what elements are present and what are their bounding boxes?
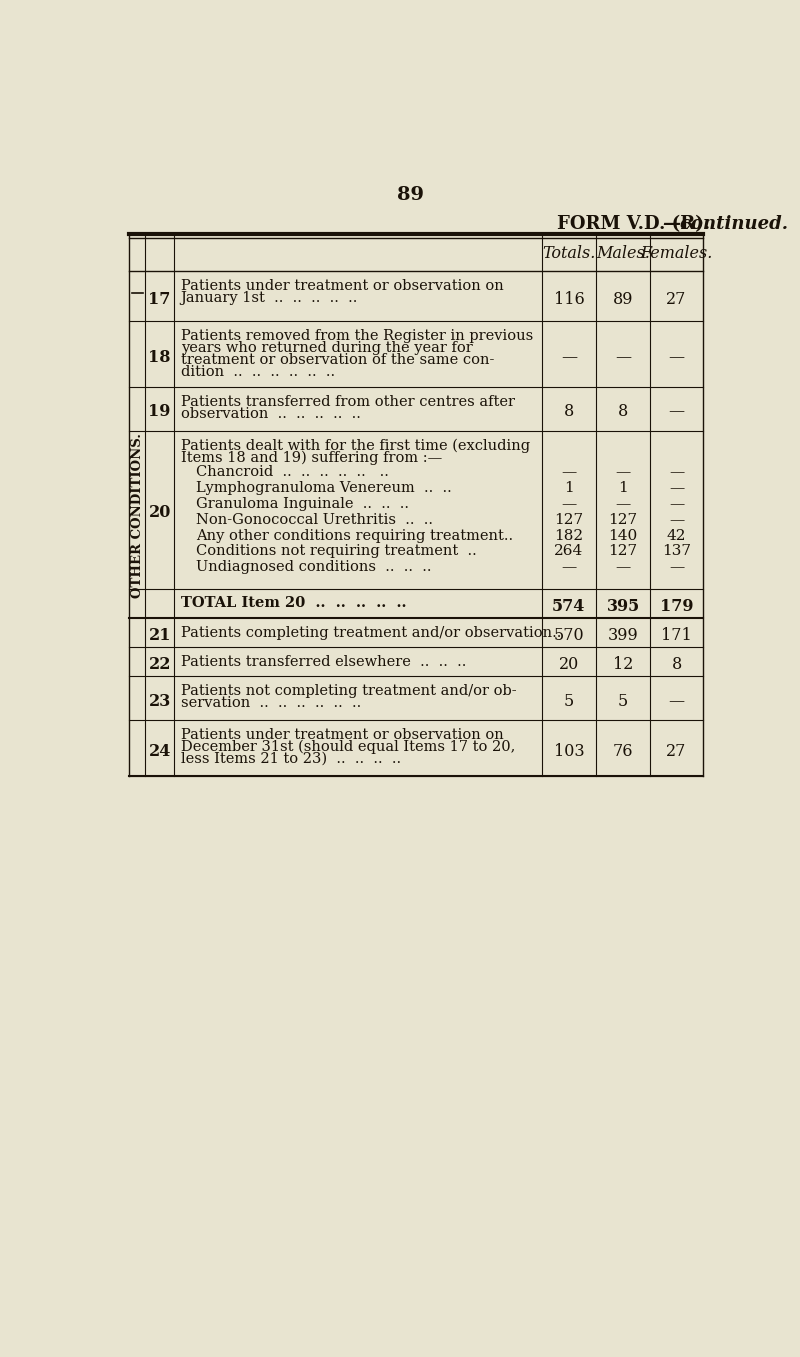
Text: 127: 127 (609, 544, 638, 558)
Text: 8: 8 (618, 403, 628, 421)
Text: —continued.: —continued. (662, 216, 788, 233)
Text: Patients transferred elsewhere  ..  ..  ..: Patients transferred elsewhere .. .. .. (181, 655, 466, 669)
Text: Patients dealt with for the first time (excluding: Patients dealt with for the first time (… (181, 438, 530, 453)
Text: 127: 127 (554, 513, 583, 527)
Text: servation  ..  ..  ..  ..  ..  ..: servation .. .. .. .. .. .. (181, 696, 361, 710)
Text: 89: 89 (397, 186, 423, 204)
Text: —: — (669, 497, 684, 512)
Text: —: — (669, 693, 685, 710)
Text: Non-Gonococcal Urethritis  ..  ..: Non-Gonococcal Urethritis .. .. (196, 513, 433, 527)
Text: 42: 42 (667, 529, 686, 543)
Text: —: — (669, 482, 684, 495)
Text: —: — (669, 349, 685, 366)
Text: Patients under treatment or observation on: Patients under treatment or observation … (181, 280, 503, 293)
Text: December 31st (should equal Items 17 to 20,: December 31st (should equal Items 17 to … (181, 740, 515, 754)
Text: 399: 399 (608, 627, 638, 645)
Text: 5: 5 (564, 693, 574, 710)
Text: 24: 24 (149, 742, 171, 760)
Text: January 1st  ..  ..  ..  ..  ..: January 1st .. .. .. .. .. (181, 290, 358, 305)
Text: 21: 21 (149, 627, 171, 645)
Text: —: — (615, 465, 630, 479)
Text: TOTAL Item 20  ..  ..  ..  ..  ..: TOTAL Item 20 .. .. .. .. .. (181, 596, 406, 611)
Text: dition  ..  ..  ..  ..  ..  ..: dition .. .. .. .. .. .. (181, 365, 334, 379)
Text: —: — (669, 560, 684, 574)
Text: 103: 103 (554, 742, 584, 760)
Text: Females.: Females. (641, 246, 713, 262)
Text: Patients not completing treatment and/or ob-: Patients not completing treatment and/or… (181, 684, 516, 697)
Text: 1: 1 (564, 482, 574, 495)
Text: 19: 19 (149, 403, 171, 421)
Text: —: — (562, 497, 577, 512)
Text: Patients completing treatment and/or observation..: Patients completing treatment and/or obs… (181, 626, 561, 639)
Text: Lymphogranuloma Venereum  ..  ..: Lymphogranuloma Venereum .. .. (196, 482, 452, 495)
Text: 20: 20 (149, 505, 171, 521)
Text: 20: 20 (558, 657, 579, 673)
Text: 23: 23 (149, 693, 171, 710)
Text: 140: 140 (609, 529, 638, 543)
Text: 137: 137 (662, 544, 691, 558)
Text: 116: 116 (554, 290, 584, 308)
Text: 76: 76 (613, 742, 634, 760)
Text: 171: 171 (662, 627, 692, 645)
Text: 27: 27 (666, 742, 686, 760)
Text: 18: 18 (149, 349, 171, 366)
Text: —: — (669, 403, 685, 421)
Text: Totals.: Totals. (542, 246, 595, 262)
Text: Chancroid  ..  ..  ..  ..  ..   ..: Chancroid .. .. .. .. .. .. (196, 465, 389, 479)
Text: FORM V.D. (R).: FORM V.D. (R). (558, 216, 710, 233)
Text: —: — (615, 497, 630, 512)
Text: 570: 570 (554, 627, 584, 645)
Text: Items 18 and 19) suffering from :—: Items 18 and 19) suffering from :— (181, 451, 442, 465)
Text: —: — (615, 349, 631, 366)
Text: 179: 179 (660, 598, 694, 615)
Text: 17: 17 (149, 290, 171, 308)
Text: 395: 395 (606, 598, 640, 615)
Text: treatment or observation of the same con-: treatment or observation of the same con… (181, 353, 494, 366)
Text: years who returned during the year for: years who returned during the year for (181, 341, 472, 356)
Text: 27: 27 (666, 290, 686, 308)
Text: 127: 127 (609, 513, 638, 527)
Text: Granuloma Inguinale  ..  ..  ..: Granuloma Inguinale .. .. .. (196, 497, 409, 512)
Text: Patients removed from the Register in previous: Patients removed from the Register in pr… (181, 330, 533, 343)
Text: 1: 1 (618, 482, 628, 495)
Text: 5: 5 (618, 693, 628, 710)
Text: —: — (562, 465, 577, 479)
Text: 8: 8 (671, 657, 682, 673)
Text: 89: 89 (613, 290, 634, 308)
Text: —: — (615, 560, 630, 574)
Text: 574: 574 (552, 598, 586, 615)
Text: Conditions not requiring treatment  ..: Conditions not requiring treatment .. (196, 544, 477, 558)
Text: observation  ..  ..  ..  ..  ..: observation .. .. .. .. .. (181, 407, 361, 421)
Text: 8: 8 (564, 403, 574, 421)
Text: 22: 22 (149, 657, 171, 673)
Text: Undiagnosed conditions  ..  ..  ..: Undiagnosed conditions .. .. .. (196, 560, 432, 574)
Text: —: — (562, 560, 577, 574)
Text: 182: 182 (554, 529, 583, 543)
Text: 12: 12 (613, 657, 634, 673)
Text: Males.: Males. (596, 246, 650, 262)
Text: Any other conditions requiring treatment..: Any other conditions requiring treatment… (196, 529, 514, 543)
Text: Patients transferred from other centres after: Patients transferred from other centres … (181, 395, 514, 408)
Text: less Items 21 to 23)  ..  ..  ..  ..: less Items 21 to 23) .. .. .. .. (181, 752, 401, 765)
Text: —: — (669, 465, 684, 479)
Text: Patients under treatment or observation on: Patients under treatment or observation … (181, 727, 503, 742)
Text: OTHER CONDITIONS.: OTHER CONDITIONS. (130, 433, 144, 598)
Text: 264: 264 (554, 544, 583, 558)
Text: —: — (561, 349, 577, 366)
Text: —: — (669, 513, 684, 527)
